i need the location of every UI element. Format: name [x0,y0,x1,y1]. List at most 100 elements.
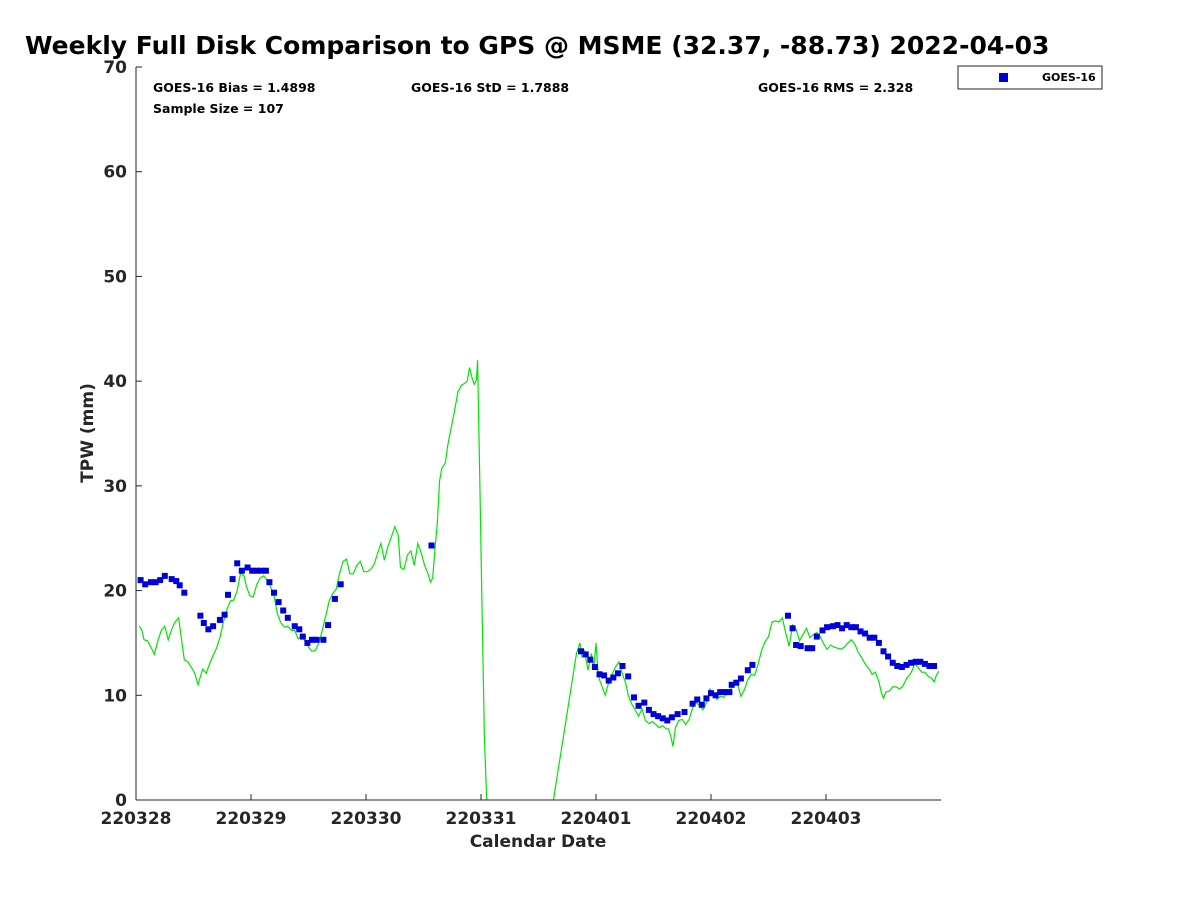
goes16-point [717,689,724,696]
goes16-point [917,658,924,665]
x-tick-label: 220401 [561,809,632,829]
goes16-point [931,663,938,669]
goes16-point [428,542,435,549]
y-tick-label: 20 [103,582,127,602]
goes16-point [578,648,584,655]
goes16-point [244,564,251,571]
goes16-point [610,674,617,681]
goes16-point [650,711,657,718]
goes16-point [173,578,180,585]
goes16-point [785,612,791,619]
goes16-point [689,700,696,707]
x-tick-label: 220402 [676,809,747,829]
goes16-point [591,664,598,670]
goes16-point [843,622,850,629]
goes16-point [834,622,841,629]
goes16-point [197,612,204,619]
goes16-point [645,706,652,713]
goes16-point [793,642,800,648]
goes16-point [157,577,164,584]
y-tick-label: 30 [103,477,127,497]
legend-box [957,65,1103,90]
y-axis-ticks: 0 10 20 30 40 50 60 70 [103,58,142,811]
goes16-point [337,581,344,588]
goes16-point [176,582,183,589]
goes16-point [681,709,688,715]
goes16-point [708,690,714,697]
x-tick-label: 220331 [446,809,517,829]
goes16-point [304,639,311,646]
goes16-marker-layer [137,542,938,724]
goes16-point [668,714,675,721]
goes16-point [829,623,836,630]
legend-label-goes16: GOES-16 [1042,71,1096,84]
goes16-point [325,622,332,629]
stat-rms: GOES-16 RMS = 2.328 [758,80,913,95]
goes16-point [744,667,751,674]
goes16-point [674,711,681,718]
goes16-point [894,663,901,669]
goes16-point [921,660,928,667]
goes16-point [216,616,223,623]
goes16-point [266,579,273,586]
goes16-point [271,589,277,596]
goes16-point [137,577,144,584]
goes16-point [582,651,589,658]
goes16-point [225,591,231,598]
goes16-point [813,633,820,640]
goes16-point [299,633,306,640]
goes16-point [601,672,608,679]
goes16-point [698,701,705,708]
y-axis-label: TPW (mm) [78,383,98,483]
goes16-point [703,695,710,702]
goes16-point [238,567,245,574]
goes16-point [903,661,910,668]
goes16-point [147,579,154,586]
goes16-point [880,648,887,655]
goes16-point [262,567,269,574]
goes16-point [733,679,740,686]
goes16-point [908,659,915,666]
goes16-point [161,572,168,579]
goes16-point [728,681,735,688]
y-tick-label: 60 [103,163,127,183]
x-tick-label: 220330 [331,809,402,829]
goes16-point [912,658,919,665]
goes16-point [664,717,671,724]
goes16-point [631,694,637,701]
goes16-point [229,576,236,583]
goes16-point [309,636,315,643]
goes16-point [320,636,327,643]
goes16-point [605,677,612,684]
goes16-point [885,653,892,660]
goes16-point [889,659,896,666]
goes16-point [852,624,859,631]
goes16-point [221,611,228,618]
goes16-point [625,673,632,680]
stat-bias: GOES-16 Bias = 1.4898 [153,80,315,95]
y-tick-label: 70 [103,58,127,78]
goes16-point [249,567,256,574]
goes16-point [284,614,291,621]
goes16-point [819,627,826,634]
y-tick-label: 40 [103,372,127,392]
gps-line-segment [138,360,488,801]
y-tick-label: 0 [115,791,127,811]
goes16-point [296,626,303,633]
x-tick-label: 220403 [791,809,862,829]
goes16-point [789,625,796,632]
x-tick-label: 220329 [216,809,287,829]
goes16-point [587,656,594,663]
goes16-point [824,624,831,631]
y-tick-label: 10 [103,686,127,706]
plot-area [136,67,941,800]
goes16-point [839,625,846,632]
goes16-point [797,643,804,650]
goes16-point [898,664,905,670]
goes16-point [142,581,149,588]
legend-marker [999,73,1008,82]
goes16-point [857,628,864,635]
goes16-point [313,636,320,643]
stat-std: GOES-16 StD = 1.7888 [411,80,569,95]
goes16-point [659,715,666,722]
